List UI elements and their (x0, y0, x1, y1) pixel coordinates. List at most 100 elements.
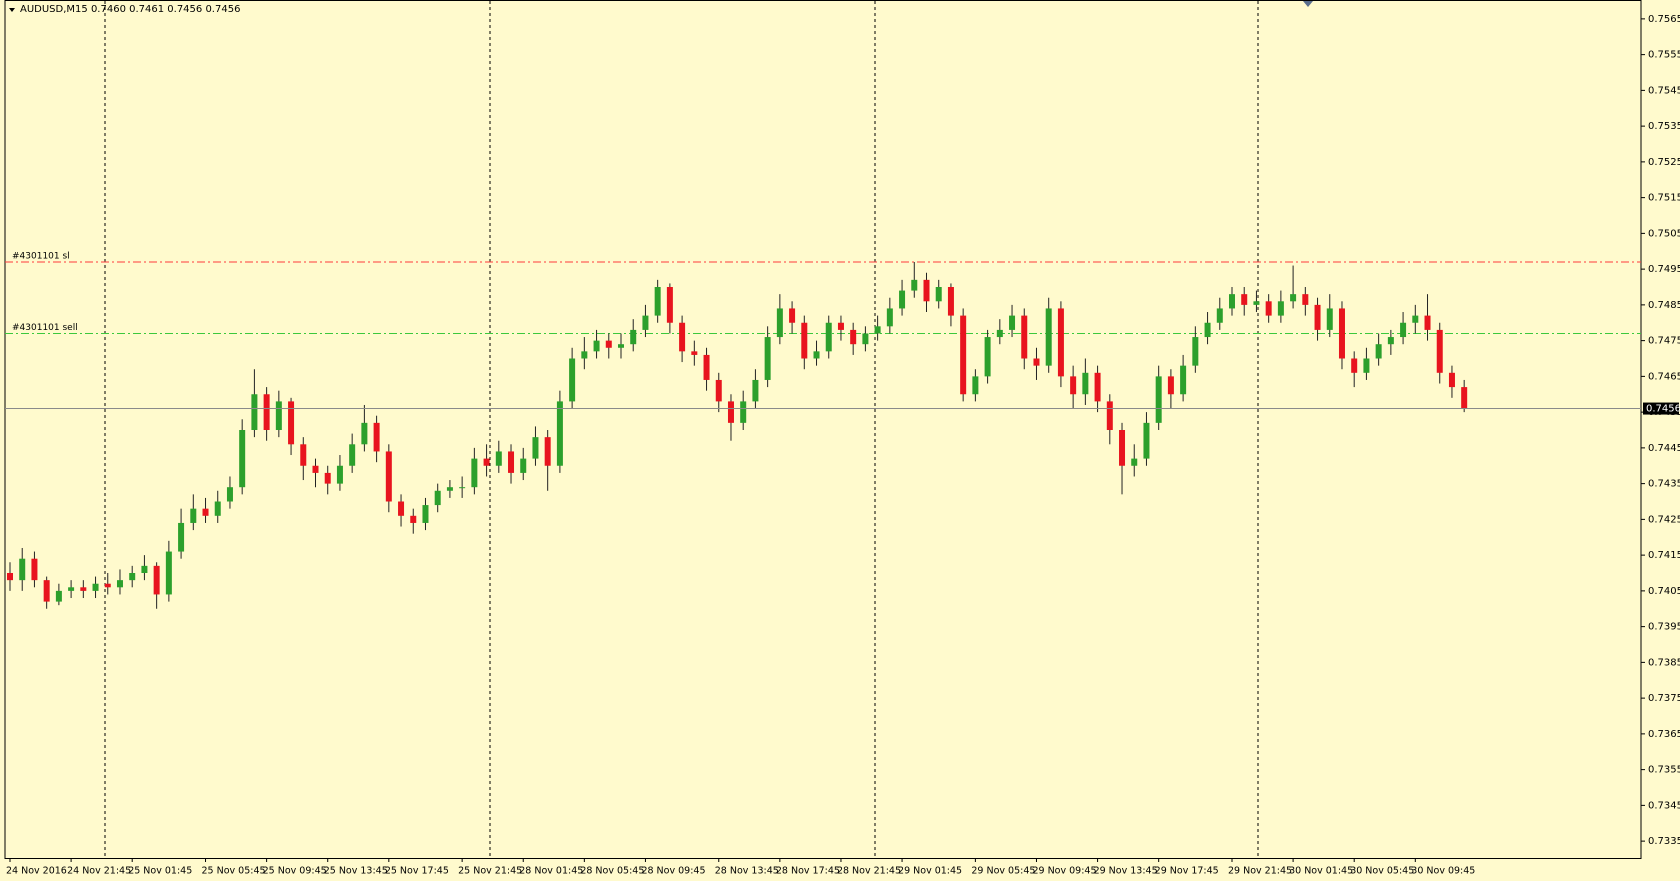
candle-body (776, 308, 783, 338)
menu-arrow (9, 8, 15, 12)
candle-body (1424, 315, 1431, 330)
candle-body (1204, 322, 1211, 338)
x-tick-label: 25 Nov 01:45 (128, 866, 192, 877)
candle-body (544, 437, 551, 466)
bid-label: 0.7456 (1646, 404, 1680, 415)
x-tick-label: 28 Nov 05:45 (580, 866, 644, 877)
candle-body (1412, 315, 1419, 323)
candle-body (398, 501, 405, 516)
candle-body (1180, 365, 1187, 395)
candle-body (1277, 301, 1284, 316)
candle-body (874, 326, 881, 334)
candle-body (361, 422, 368, 445)
candle-body (984, 337, 991, 377)
candle-body (239, 430, 246, 488)
x-tick-label: 28 Nov 09:45 (641, 866, 705, 877)
candle-body (385, 451, 392, 502)
y-tick-label: 0.7425 (1648, 514, 1680, 525)
x-tick-label: 28 Nov 13:45 (715, 866, 779, 877)
candle-body (850, 329, 857, 345)
y-tick-label: 0.7335 (1648, 836, 1680, 847)
y-tick-label: 0.7495 (1648, 264, 1680, 275)
candle-body (1436, 329, 1443, 373)
candle-body (1265, 301, 1272, 316)
candle-body (789, 308, 796, 323)
candle-body (483, 458, 490, 466)
y-tick-label: 0.7485 (1648, 300, 1680, 311)
day-separators (104, 1, 1259, 858)
candle-body (972, 376, 979, 395)
candle-body (1290, 294, 1297, 302)
candle-body (947, 287, 954, 316)
candle-body (923, 279, 930, 302)
candle-body (251, 394, 258, 430)
candle-body (764, 337, 771, 380)
y-tick-label: 0.7475 (1648, 336, 1680, 347)
candle-body (556, 401, 563, 466)
candle-body (532, 437, 539, 459)
candle-body (1253, 301, 1260, 305)
candle-body (630, 329, 637, 345)
candle-body (886, 308, 893, 327)
x-tick-label: 29 Nov 17:45 (1155, 866, 1219, 877)
x-tick-label: 29 Nov 13:45 (1094, 866, 1158, 877)
candle-body (116, 580, 123, 588)
x-tick-label: 30 Nov 01:45 (1289, 866, 1353, 877)
y-tick-label: 0.7435 (1648, 479, 1680, 490)
x-tick-label: 28 Nov 01:45 (519, 866, 583, 877)
candle-body (520, 458, 527, 473)
candle-body (581, 351, 588, 359)
candle-body (288, 401, 295, 445)
candle-body (1241, 294, 1248, 305)
candle-body (1155, 376, 1162, 423)
candle-body (1033, 358, 1040, 366)
candle-body (1009, 315, 1016, 330)
x-tick-label: 30 Nov 05:45 (1350, 866, 1414, 877)
candle-body (1351, 358, 1358, 373)
candle-body (434, 490, 441, 506)
x-tick-label: 29 Nov 01:45 (898, 866, 962, 877)
candle-body (1106, 401, 1113, 430)
y-tick-label: 0.7555 (1648, 50, 1680, 61)
candle-body (410, 515, 417, 523)
candle-body (336, 465, 343, 484)
y-tick-label: 0.7405 (1648, 586, 1680, 597)
candle-body (1338, 308, 1345, 359)
candle-body (373, 422, 380, 452)
candle-body (911, 279, 918, 291)
candle-body (1448, 372, 1455, 388)
candle-body (1192, 337, 1199, 366)
y-tick-label: 0.7355 (1648, 765, 1680, 776)
candle-body (226, 487, 233, 502)
candle-body (43, 580, 50, 602)
candle-body (654, 287, 661, 316)
candle-body (1167, 376, 1174, 395)
candle-body (7, 573, 13, 581)
candle-body (703, 354, 710, 380)
candle-body (1119, 430, 1126, 466)
y-tick-label: 0.7535 (1648, 121, 1680, 132)
x-tick-label: 25 Nov 13:45 (324, 866, 388, 877)
candle-body (752, 379, 759, 402)
candle-body (1082, 372, 1089, 395)
candle-body (214, 501, 221, 516)
candle-body (68, 587, 75, 591)
candle-body (1461, 387, 1468, 409)
candle-body (801, 322, 808, 359)
y-tick-label: 0.7545 (1648, 85, 1680, 96)
candle-body (165, 551, 172, 595)
candle-body (605, 340, 612, 348)
candle-body (679, 322, 686, 352)
order-label: #4301101 sl (12, 251, 70, 261)
candle-body (202, 508, 209, 516)
candle-body (715, 379, 722, 402)
candle-body (1216, 308, 1223, 323)
candle-body (129, 573, 136, 581)
candle-body (1387, 337, 1394, 345)
candle-body (55, 590, 62, 602)
order-label: #4301101 sell (12, 323, 78, 333)
x-tick-label: 29 Nov 05:45 (971, 866, 1035, 877)
x-tick-label: 29 Nov 21:45 (1228, 866, 1292, 877)
candle-body (996, 329, 1003, 338)
x-tick-label: 25 Nov 17:45 (385, 866, 449, 877)
